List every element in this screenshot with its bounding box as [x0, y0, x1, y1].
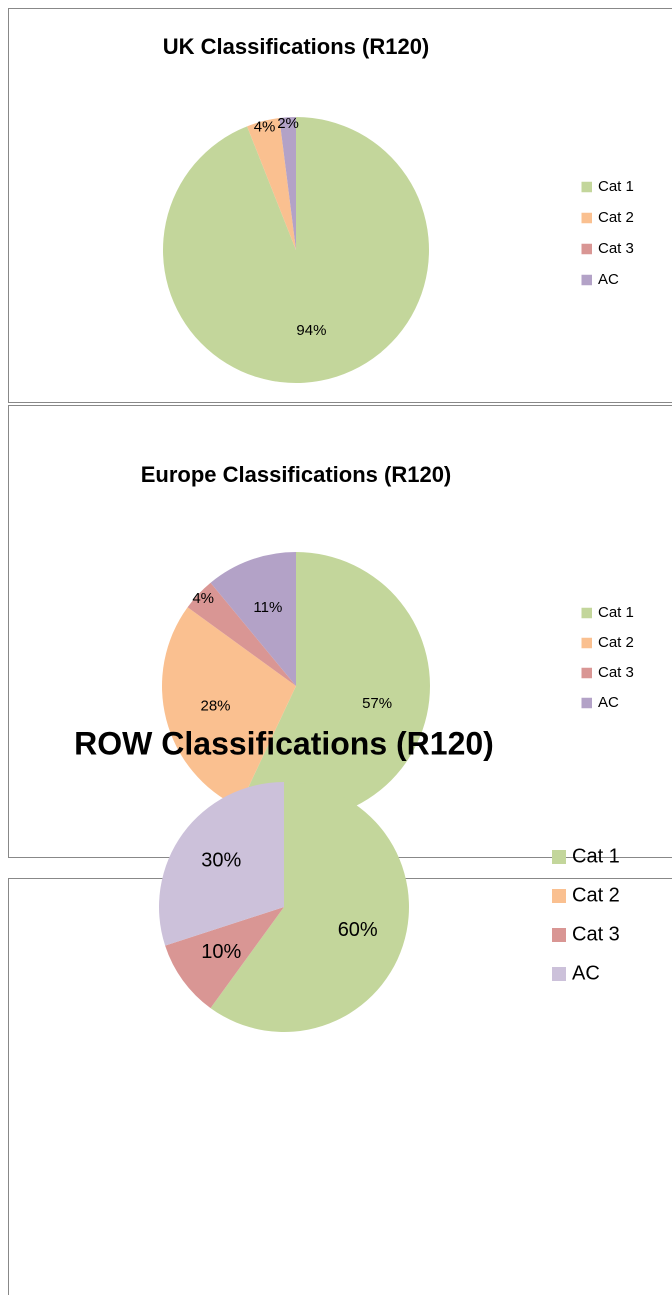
- data-label: 60%: [338, 919, 378, 941]
- pie-slice: [247, 118, 296, 251]
- data-label: 4%: [192, 590, 214, 607]
- legend-swatch: [581, 212, 592, 224]
- legend-swatch: [552, 928, 566, 942]
- pie-slice: [279, 118, 296, 251]
- legend-swatch: [581, 243, 592, 255]
- data-label: 30%: [201, 850, 241, 872]
- legend-label: Cat 1: [572, 845, 620, 867]
- legend-swatch: [552, 889, 566, 903]
- pie-slice: [279, 117, 296, 250]
- legend-label: Cat 2: [598, 209, 634, 226]
- legend-label: Cat 3: [598, 240, 634, 257]
- legend-swatch: [581, 637, 592, 649]
- data-label: 11%: [253, 599, 282, 616]
- legend-label: Cat 2: [598, 634, 634, 651]
- pie-slice: [187, 582, 296, 686]
- legend-swatch: [581, 667, 592, 679]
- pie-slice: [210, 782, 409, 1032]
- data-label: 94%: [296, 322, 326, 339]
- legend-swatch: [552, 850, 566, 864]
- pie-slice: [159, 782, 284, 946]
- data-label: 10%: [201, 941, 241, 963]
- chart-title: Europe Classifications (R120): [141, 462, 452, 487]
- data-label: 57%: [362, 695, 392, 712]
- legend-label: Cat 1: [598, 178, 634, 195]
- legend-swatch: [581, 274, 592, 286]
- legend-label: AC: [572, 962, 600, 984]
- pie-slice: [162, 117, 429, 384]
- data-label: 4%: [254, 119, 276, 136]
- legend-label: Cat 3: [572, 923, 620, 945]
- legend-label: Cat 3: [598, 664, 634, 681]
- pie-slice: [165, 907, 284, 1009]
- legend-label: Cat 1: [598, 604, 634, 621]
- legend-swatch: [581, 181, 592, 193]
- pie-slice: [210, 552, 296, 686]
- chart-title: UK Classifications (R120): [163, 34, 430, 59]
- legend-swatch: [552, 967, 566, 981]
- pie-slice: [238, 552, 430, 820]
- legend-swatch: [581, 607, 592, 619]
- legend-label: AC: [598, 694, 619, 711]
- legend-label: AC: [598, 271, 619, 288]
- chart-title: ROW Classifications (R120): [74, 725, 494, 761]
- data-label: 2%: [277, 115, 299, 132]
- legend-label: Cat 2: [572, 884, 620, 906]
- data-label: 28%: [201, 698, 231, 715]
- legend-swatch: [581, 697, 592, 709]
- pie-slice: [162, 607, 296, 808]
